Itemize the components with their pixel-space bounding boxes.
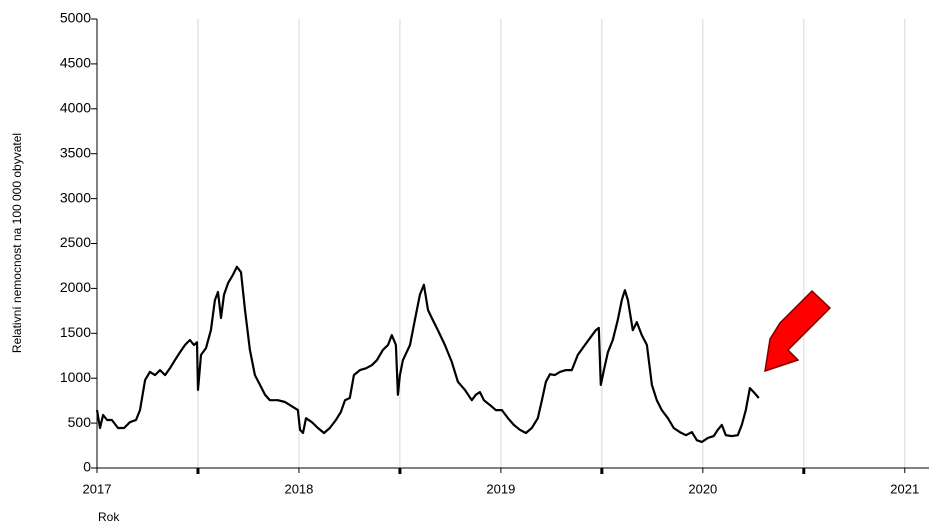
y-tick-label: 1500 [60,324,91,340]
y-tick-label: 1000 [60,369,91,385]
y-axis-label: Relativní nemocnost na 100 000 obyvatel [10,133,24,353]
x-tick-label: 2018 [284,481,313,496]
y-tick-label: 2500 [60,234,91,250]
y-tick-label: 3000 [60,189,91,205]
y-tick-label: 3500 [60,144,91,160]
x-axis-label: Rok [98,510,120,524]
x-tick-label: 2021 [890,481,919,496]
x-tick-label: 2017 [83,481,112,496]
y-tick-label: 4000 [60,100,91,116]
y-tick-label: 5000 [60,10,91,26]
y-tick-label: 2000 [60,279,91,295]
data-line [95,265,760,444]
x-tick-label: 2019 [486,481,515,496]
y-tick-label: 500 [68,414,92,430]
y-tick-label: 4500 [60,55,91,71]
arrow [764,289,832,373]
y-tick-label: 0 [83,459,91,475]
x-tick-label: 2020 [688,481,717,496]
